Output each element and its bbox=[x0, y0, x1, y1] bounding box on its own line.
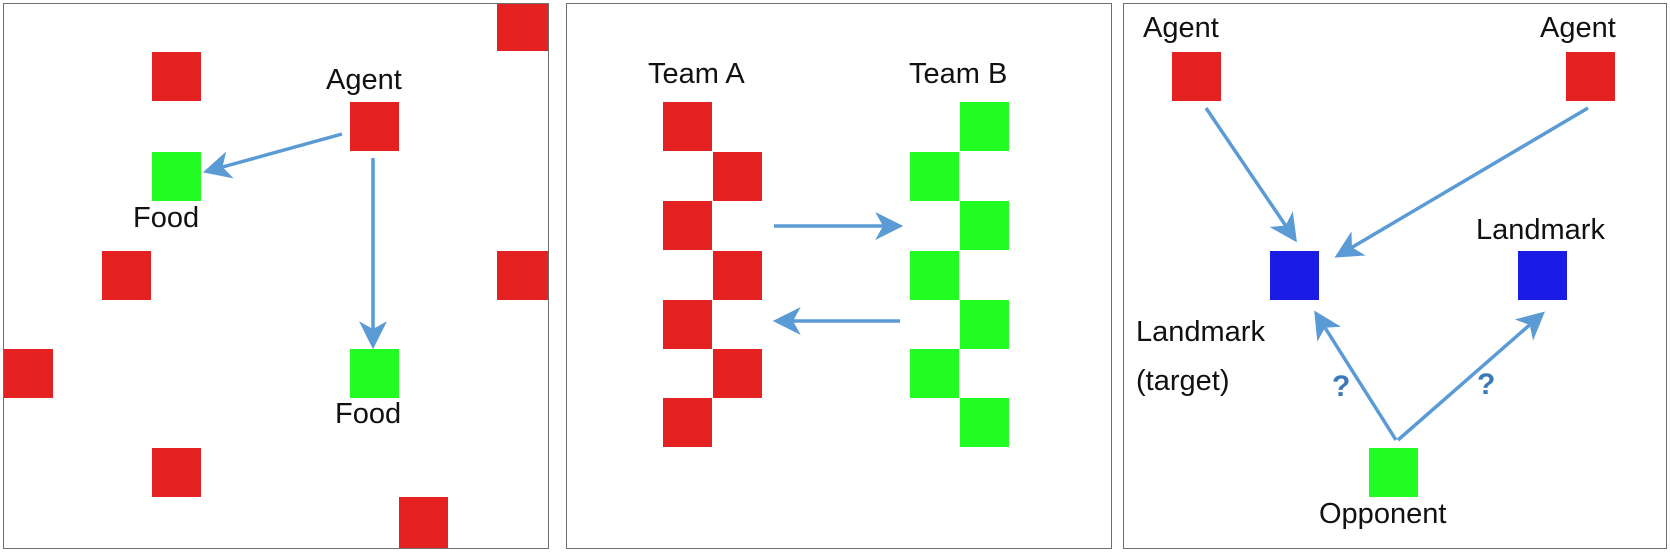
team-b-member bbox=[960, 398, 1009, 447]
team-a-member bbox=[713, 251, 762, 300]
team-b-member bbox=[910, 152, 959, 201]
agent-square bbox=[152, 448, 201, 497]
agent-square bbox=[497, 4, 548, 51]
question-mark: ? bbox=[1332, 370, 1351, 403]
agent-square bbox=[497, 251, 548, 300]
agent-square bbox=[102, 251, 151, 300]
landmark-target-label-line2: (target) bbox=[1136, 365, 1230, 397]
team-b-member bbox=[960, 201, 1009, 250]
team-b-member bbox=[960, 102, 1009, 151]
landmark-target-square bbox=[1270, 251, 1319, 300]
team-b-label: Team B bbox=[909, 58, 1008, 90]
landmark-target-label: Landmark (target) bbox=[1136, 308, 1265, 406]
food-label: Food bbox=[133, 202, 200, 234]
landmark-label: Landmark bbox=[1476, 214, 1605, 246]
opponent-label: Opponent bbox=[1319, 498, 1447, 530]
panel-teams bbox=[566, 3, 1112, 549]
question-mark: ? bbox=[1477, 368, 1496, 401]
food-square bbox=[350, 349, 399, 398]
agent-label: Agent bbox=[1540, 12, 1616, 44]
agent-label: Agent bbox=[326, 64, 402, 96]
team-a-member bbox=[663, 300, 712, 349]
panel-foraging bbox=[3, 3, 549, 549]
food-label: Food bbox=[335, 398, 402, 430]
agent-square bbox=[1566, 52, 1615, 101]
opponent-square bbox=[1369, 448, 1418, 497]
agent-label: Agent bbox=[1143, 12, 1219, 44]
landmark-square bbox=[1518, 251, 1567, 300]
agent-square bbox=[4, 349, 53, 398]
agent-square bbox=[152, 52, 201, 101]
team-a-member bbox=[663, 102, 712, 151]
team-a-member bbox=[713, 349, 762, 398]
team-a-member bbox=[713, 152, 762, 201]
agent-square-main bbox=[350, 102, 399, 151]
team-a-member bbox=[663, 398, 712, 447]
agent-square bbox=[1172, 52, 1221, 101]
team-a-label: Team A bbox=[648, 58, 745, 90]
team-b-member bbox=[910, 349, 959, 398]
food-square bbox=[152, 152, 201, 201]
team-b-member bbox=[910, 251, 959, 300]
team-a-member bbox=[663, 201, 712, 250]
team-b-member bbox=[960, 300, 1009, 349]
landmark-target-label-line1: Landmark bbox=[1136, 316, 1265, 348]
agent-square bbox=[399, 497, 448, 548]
